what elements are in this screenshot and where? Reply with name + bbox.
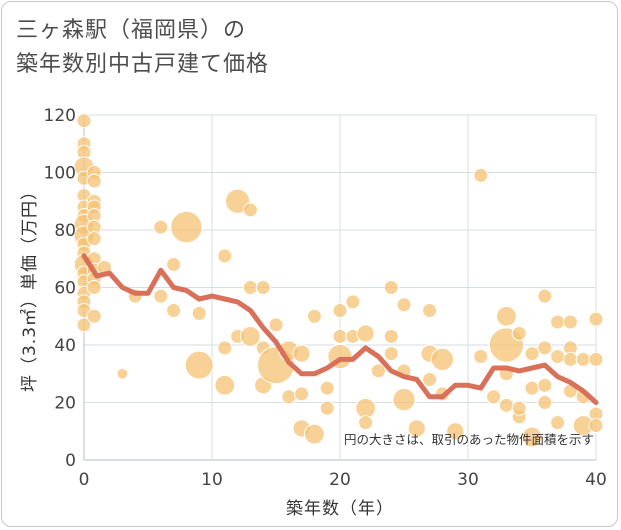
bubble-point xyxy=(396,297,412,313)
y-tick-label: 80 xyxy=(54,221,76,241)
y-tick-labels: 0 20 40 60 80 100 120 xyxy=(44,106,76,471)
bubble-point xyxy=(306,308,322,324)
bubble-point xyxy=(217,340,233,356)
bubble-point xyxy=(76,317,92,333)
bubble-point xyxy=(524,346,540,362)
bubble-point xyxy=(166,303,182,318)
bubble-point xyxy=(446,422,465,441)
bubble-point xyxy=(281,389,297,405)
y-tick-label: 40 xyxy=(54,336,76,356)
bubble-point xyxy=(422,303,438,318)
bubble-point xyxy=(588,418,604,433)
bubble-point xyxy=(537,288,553,304)
bubble-point xyxy=(473,167,489,183)
bubble-point xyxy=(332,303,348,318)
bubble-point xyxy=(383,346,399,362)
bubble-point xyxy=(240,325,261,347)
bubble-point xyxy=(511,400,527,416)
bubble-point xyxy=(496,305,517,327)
bubble-point xyxy=(319,400,335,416)
bubbles xyxy=(73,113,604,448)
bubble-point xyxy=(383,280,399,295)
bubble-point xyxy=(498,397,514,413)
bubble-point xyxy=(422,372,438,387)
bubble-point xyxy=(575,351,591,367)
bubble-point xyxy=(345,294,361,310)
grid xyxy=(83,114,597,461)
bubble-point xyxy=(294,386,310,402)
bubble-point xyxy=(86,308,102,324)
bubble-point xyxy=(332,328,348,344)
y-tick-label: 20 xyxy=(54,394,76,414)
bubble-point xyxy=(383,328,399,344)
bubble-point xyxy=(86,280,102,295)
bubble-point xyxy=(550,314,566,330)
bubble-point xyxy=(537,377,553,393)
bubble-point xyxy=(292,344,311,363)
x-tick-labels: 0 10 20 30 40 xyxy=(79,470,607,490)
bubble-point xyxy=(268,317,284,333)
bubble-point xyxy=(242,280,258,295)
bubble-point xyxy=(511,326,527,341)
bubble-point xyxy=(407,419,426,438)
bubble-point xyxy=(184,350,214,380)
bubble-point xyxy=(255,280,271,295)
bubble-point xyxy=(86,173,102,189)
x-tick-label: 0 xyxy=(79,470,90,490)
x-axis-label: 築年数（年） xyxy=(286,499,394,519)
bubble-point xyxy=(76,113,92,129)
bubble-point xyxy=(319,380,335,396)
y-tick-label: 60 xyxy=(54,279,76,299)
chart-title: 三ヶ森駅（福岡県）の 築年数別中古戸建て価格 xyxy=(16,14,269,82)
y-tick-label: 100 xyxy=(44,164,76,184)
bubble-point xyxy=(191,305,207,321)
bubble-point xyxy=(86,231,102,247)
trend-line xyxy=(81,253,599,405)
bubble-point xyxy=(214,374,236,396)
bubble-point xyxy=(562,351,578,367)
bubble-point xyxy=(430,347,454,371)
bubble-point xyxy=(562,314,578,330)
bubble-point xyxy=(358,415,374,431)
bubble-point xyxy=(588,311,604,327)
y-tick-label: 120 xyxy=(44,106,76,126)
bubble-point xyxy=(537,340,553,356)
bubble-point xyxy=(153,288,169,304)
bubble-point xyxy=(242,202,258,218)
bubble-point xyxy=(170,210,203,244)
x-tick-label: 40 xyxy=(585,470,607,490)
y-tick-label: 0 xyxy=(65,451,76,471)
size-note: 円の大きさは、取引のあった物件面積を示す xyxy=(344,432,594,447)
y-axis-label: 坪（3.3㎡）単価（万円） xyxy=(20,182,40,392)
chart-title-line2: 築年数別中古戸建て価格 xyxy=(16,52,270,77)
bubble-point xyxy=(521,426,543,448)
bubble-point xyxy=(524,380,540,396)
bubble-point xyxy=(537,395,553,410)
x-tick-label: 10 xyxy=(201,470,223,490)
bubble-point xyxy=(153,219,169,235)
bubble-point xyxy=(356,324,375,343)
bubble-point xyxy=(392,388,416,412)
x-tick-label: 20 xyxy=(329,470,351,490)
bubble-point xyxy=(473,349,489,364)
x-tick-label: 30 xyxy=(457,470,479,490)
bubble-point xyxy=(166,257,182,272)
bubble-point xyxy=(486,389,502,405)
bubble-point xyxy=(550,415,566,431)
bubble-point xyxy=(370,363,386,379)
chart-title-line1: 三ヶ森駅（福岡県）の xyxy=(16,18,247,43)
bubble-point xyxy=(217,248,233,264)
bubble-point xyxy=(116,367,129,380)
bubble-point xyxy=(304,423,325,445)
bubble-point xyxy=(588,351,604,367)
bubble-point xyxy=(550,349,566,364)
